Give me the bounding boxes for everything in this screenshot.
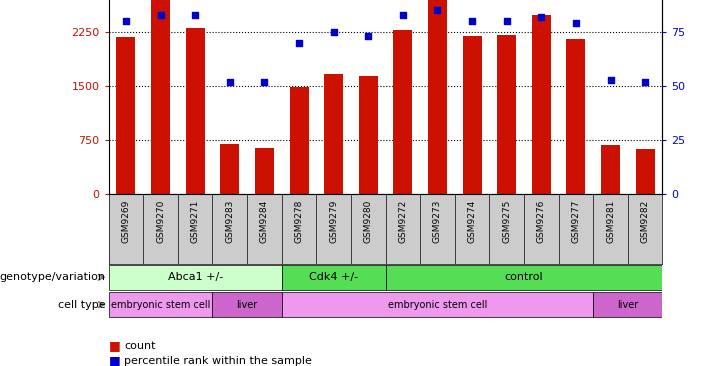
- Bar: [593, 292, 662, 317]
- Text: GSM9270: GSM9270: [156, 199, 165, 243]
- Text: control: control: [505, 272, 543, 282]
- Text: percentile rank within the sample: percentile rank within the sample: [124, 355, 312, 366]
- Bar: [497, 35, 516, 194]
- Text: liver: liver: [236, 300, 258, 310]
- Text: ■: ■: [109, 339, 121, 352]
- Bar: [386, 265, 662, 290]
- Bar: [109, 265, 282, 290]
- Bar: [116, 37, 135, 194]
- Text: GSM9279: GSM9279: [329, 199, 338, 243]
- Bar: [428, 0, 447, 194]
- Bar: [282, 265, 386, 290]
- Bar: [212, 292, 282, 317]
- Point: [639, 79, 651, 85]
- Bar: [255, 148, 274, 194]
- Point: [501, 18, 512, 24]
- Text: cell type: cell type: [57, 300, 105, 310]
- Point: [536, 14, 547, 20]
- Text: embryonic stem cell: embryonic stem cell: [388, 300, 487, 310]
- Text: GSM9280: GSM9280: [364, 199, 373, 243]
- Text: embryonic stem cell: embryonic stem cell: [111, 300, 210, 310]
- Bar: [636, 149, 655, 194]
- Bar: [186, 28, 205, 194]
- Bar: [220, 143, 239, 194]
- Point: [362, 33, 374, 39]
- Point: [328, 29, 339, 35]
- Point: [189, 12, 200, 18]
- Text: GSM9272: GSM9272: [398, 199, 407, 243]
- Point: [294, 40, 305, 46]
- Text: GSM9281: GSM9281: [606, 199, 615, 243]
- Text: Abca1 +/-: Abca1 +/-: [168, 272, 223, 282]
- Text: GSM9269: GSM9269: [121, 199, 130, 243]
- Text: GSM9282: GSM9282: [641, 199, 650, 243]
- Point: [571, 20, 582, 26]
- Bar: [282, 292, 593, 317]
- Bar: [324, 75, 343, 194]
- Text: liver: liver: [617, 300, 639, 310]
- Bar: [566, 39, 585, 194]
- Text: GSM9273: GSM9273: [433, 199, 442, 243]
- Bar: [601, 145, 620, 194]
- Text: GSM9278: GSM9278: [294, 199, 304, 243]
- Bar: [290, 87, 308, 194]
- Point: [259, 79, 270, 85]
- Text: GSM9276: GSM9276: [537, 199, 546, 243]
- Text: GSM9274: GSM9274: [468, 199, 477, 243]
- Bar: [393, 30, 412, 194]
- Text: count: count: [124, 341, 156, 351]
- Text: ■: ■: [109, 354, 121, 366]
- Point: [432, 7, 443, 13]
- Text: GSM9275: GSM9275: [502, 199, 511, 243]
- Point: [397, 12, 409, 18]
- Text: GSM9284: GSM9284: [260, 199, 269, 243]
- Point: [121, 18, 132, 24]
- Bar: [463, 36, 482, 194]
- Text: GSM9277: GSM9277: [571, 199, 580, 243]
- Point: [605, 76, 616, 82]
- Bar: [151, 0, 170, 194]
- Bar: [109, 292, 212, 317]
- Point: [466, 18, 477, 24]
- Bar: [532, 15, 551, 194]
- Text: genotype/variation: genotype/variation: [0, 272, 105, 282]
- Point: [155, 12, 166, 18]
- Bar: [359, 76, 378, 194]
- Text: GSM9271: GSM9271: [191, 199, 200, 243]
- Text: Cdk4 +/-: Cdk4 +/-: [309, 272, 358, 282]
- Text: GSM9283: GSM9283: [225, 199, 234, 243]
- Point: [224, 79, 236, 85]
